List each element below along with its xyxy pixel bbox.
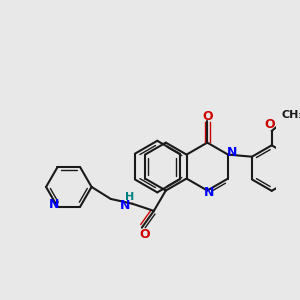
Text: N: N	[120, 199, 130, 212]
Text: H: H	[125, 192, 134, 202]
Text: N: N	[49, 198, 59, 211]
Text: O: O	[139, 228, 150, 241]
Text: N: N	[204, 186, 214, 199]
Text: CH₃: CH₃	[281, 110, 300, 119]
Text: O: O	[202, 110, 213, 123]
Text: O: O	[265, 118, 275, 131]
Text: N: N	[226, 146, 237, 159]
